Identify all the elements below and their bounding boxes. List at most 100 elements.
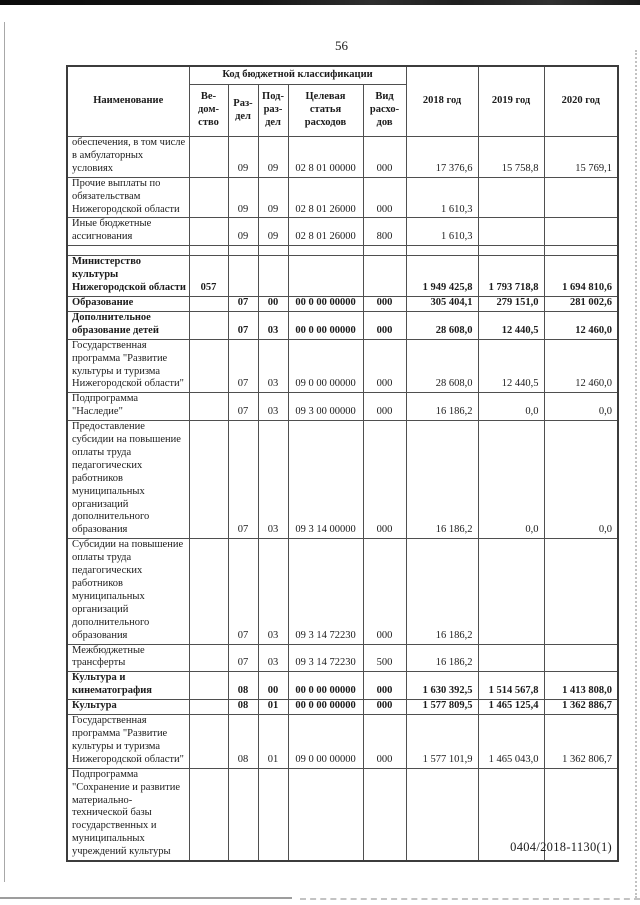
cell-vid-rashodov: 000: [362, 295, 407, 312]
cell-podrazdel: 09: [257, 217, 289, 247]
cell-target-article: 09 3 14 00000: [287, 420, 364, 540]
cell-vid-rashodov: 000: [362, 310, 407, 340]
cell-podrazdel: 03: [257, 338, 289, 394]
cell-name: Государственная программа "Развитие куль…: [66, 714, 190, 769]
cell-name: Подпрограмма "Сохранение и развитие мате…: [66, 767, 190, 862]
cell-2020: 12 460,0: [543, 310, 619, 340]
cell-2019: 12 440,5: [477, 310, 545, 340]
cell-vid-rashodov: 000: [362, 538, 407, 645]
cell-2018: 1 610,3: [405, 217, 479, 247]
cell-2020: 0,0: [543, 392, 619, 422]
cell-2018: 17 376,6: [405, 136, 479, 178]
cell-vedomstvo: [188, 714, 229, 769]
cell-2019: 0,0: [477, 392, 545, 422]
cell-2020: 1 362 886,7: [543, 699, 619, 716]
cell-podrazdel: 00: [257, 671, 289, 701]
cell-name: Культура и кинематография: [66, 671, 190, 701]
cell-podrazdel: 09: [257, 176, 289, 219]
cell-vedomstvo: [188, 310, 229, 340]
cell-2018: 16 186,2: [405, 392, 479, 422]
cell-2020: [543, 245, 619, 257]
cell-razdel: [227, 255, 259, 297]
cell-name: Прочие выплаты по обязательствам Нижегор…: [66, 176, 190, 219]
cell-target-article: [287, 255, 364, 297]
cell-2019: [477, 217, 545, 247]
cell-vedomstvo: [188, 217, 229, 247]
cell-vedomstvo: [188, 295, 229, 312]
cell-razdel: 09: [227, 176, 259, 219]
cell-2019: 1 514 567,8: [477, 671, 545, 701]
cell-2020: [543, 176, 619, 219]
table-body: обеспечения, в том числе в амбулаторных …: [66, 136, 619, 862]
cell-2018: 16 186,2: [405, 538, 479, 645]
cell-2018: 1 577 809,5: [405, 699, 479, 716]
column-header-name: Наименование: [66, 65, 190, 137]
cell-2019: [477, 767, 545, 862]
table-header: Наименование Код бюджетной классификации…: [66, 65, 619, 137]
cell-vid-rashodov: 000: [362, 392, 407, 422]
cell-target-article: 09 3 00 00000: [287, 392, 364, 422]
scan-artifact-bottom-dashed-line: [300, 898, 640, 900]
table-row: Иные бюджетные ассигнования 09 09 02 8 01 2…: [66, 217, 619, 247]
cell-target-article: 02 8 01 26000: [287, 217, 364, 247]
table-row: Культура и кинематография 08 00 00 0 00 000…: [66, 671, 619, 701]
cell-vedomstvo: 057: [188, 255, 229, 297]
table-row: Субсидии на повышение оплаты труда педаг…: [66, 538, 619, 645]
cell-razdel: 07: [227, 338, 259, 394]
cell-podrazdel: [257, 255, 289, 297]
table-row: Образование 07 00 00 0 00 00000 000 305 404,1…: [66, 295, 619, 312]
cell-vid-rashodov: 000: [362, 176, 407, 219]
cell-name: [66, 245, 190, 257]
cell-2019: [477, 538, 545, 645]
cell-name: Предоставление субсидии на повышение опл…: [66, 420, 190, 540]
column-header-2020: 2020 год: [543, 65, 619, 137]
cell-2019: 1 793 718,8: [477, 255, 545, 297]
cell-podrazdel: 03: [257, 643, 289, 673]
cell-2019: 1 465 125,4: [477, 699, 545, 716]
cell-2019: [477, 643, 545, 673]
cell-razdel: 07: [227, 295, 259, 312]
scan-artifact-top-bar: [0, 0, 640, 5]
cell-target-article: 00 0 00 00000: [287, 671, 364, 701]
cell-target-article: 00 0 00 00000: [287, 310, 364, 340]
cell-vedomstvo: [188, 767, 229, 862]
column-header-vid-rashodov: Вид расхо- дов: [362, 84, 407, 137]
cell-vedomstvo: [188, 176, 229, 219]
cell-target-article: 02 8 01 00000: [287, 136, 364, 178]
cell-razdel: 07: [227, 538, 259, 645]
column-header-2018: 2018 год: [405, 65, 479, 137]
cell-razdel: [227, 245, 259, 257]
column-header-razdel: Раз- дел: [227, 84, 259, 137]
cell-vid-rashodov: 000: [362, 136, 407, 178]
cell-target-article: 00 0 00 00000: [287, 699, 364, 716]
cell-name: Образование: [66, 295, 190, 312]
cell-2018: 1 610,3: [405, 176, 479, 219]
cell-2020: 15 769,1: [543, 136, 619, 178]
column-header-2019: 2019 год: [477, 65, 545, 137]
cell-vedomstvo: [188, 699, 229, 716]
cell-podrazdel: 09: [257, 136, 289, 178]
cell-vid-rashodov: 000: [362, 420, 407, 540]
cell-name: Иные бюджетные ассигнования: [66, 217, 190, 247]
cell-2020: [543, 538, 619, 645]
scan-artifact-bottom-line: [0, 897, 292, 899]
cell-vid-rashodov: 800: [362, 217, 407, 247]
cell-razdel: 07: [227, 310, 259, 340]
budget-classification-table: Наименование Код бюджетной классификации…: [66, 65, 620, 863]
document-footer-code: 0404/2018-1130(1): [510, 840, 612, 854]
table-row: Предоставление субсидии на повышение опл…: [66, 420, 619, 540]
cell-razdel: 08: [227, 699, 259, 716]
cell-vedomstvo: [188, 136, 229, 178]
cell-2019: 0,0: [477, 420, 545, 540]
cell-razdel: 09: [227, 136, 259, 178]
cell-2018: 28 608,0: [405, 310, 479, 340]
table-row: Министерство культуры Нижегородской обла…: [66, 255, 619, 297]
cell-name: Межбюджетные трансферты: [66, 643, 190, 673]
cell-2019: [477, 176, 545, 219]
cell-vid-rashodov: [362, 767, 407, 862]
cell-vedomstvo: [188, 671, 229, 701]
cell-2020: [543, 767, 619, 862]
cell-2018: 1 577 101,9: [405, 714, 479, 769]
cell-razdel: 07: [227, 420, 259, 540]
cell-2019: 1 465 043,0: [477, 714, 545, 769]
